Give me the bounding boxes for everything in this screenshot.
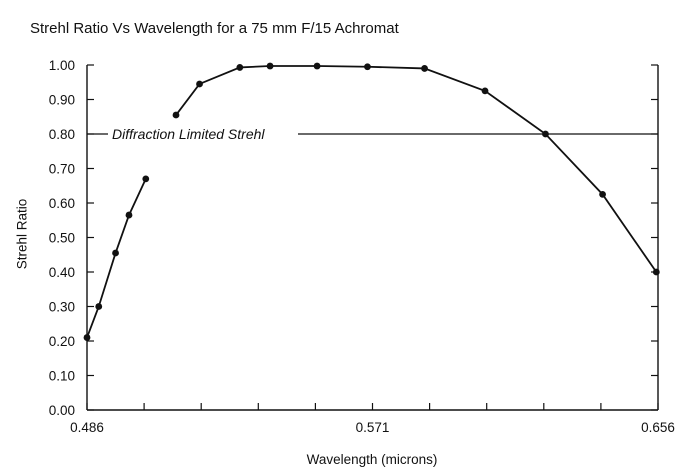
chart-title: Strehl Ratio Vs Wavelength for a 75 mm F… [30,20,399,37]
y-tick-label: 0.00 [49,403,75,418]
y-tick-label: 0.60 [49,196,75,211]
data-point [599,190,606,198]
data-point [421,65,428,72]
series-line-2 [175,65,658,273]
series-line-1 [86,178,147,338]
x-axis-label: Wavelength (microns) [306,452,438,467]
y-tick-label: 0.50 [49,231,75,246]
data-point [313,62,321,70]
data-point [142,175,150,183]
y-tick-label: 0.80 [49,127,75,142]
data-point [542,130,549,138]
x-tick-label: 0.656 [641,420,675,435]
data-point [236,64,244,71]
reference-line-label: Diffraction Limited Strehl [112,126,265,142]
data-point [95,303,103,310]
data-point [652,268,660,276]
data-point [481,87,489,95]
y-tick-label: 1.00 [49,58,75,73]
x-tick-label: 0.571 [356,420,390,435]
data-point [196,80,203,88]
data-point [266,62,274,70]
y-tick-label: 0.90 [49,93,75,108]
data-point [364,63,371,71]
y-tick-label: 0.40 [49,265,75,280]
data-point [125,211,133,219]
data-point [172,111,180,119]
data-point [112,249,119,257]
y-tick-label: 0.10 [49,369,75,384]
data-point [83,334,91,341]
y-tick-label: 0.70 [49,162,75,177]
y-tick-label: 0.20 [49,334,75,349]
y-tick-label: 0.30 [49,300,75,315]
x-tick-label: 0.486 [70,420,104,435]
